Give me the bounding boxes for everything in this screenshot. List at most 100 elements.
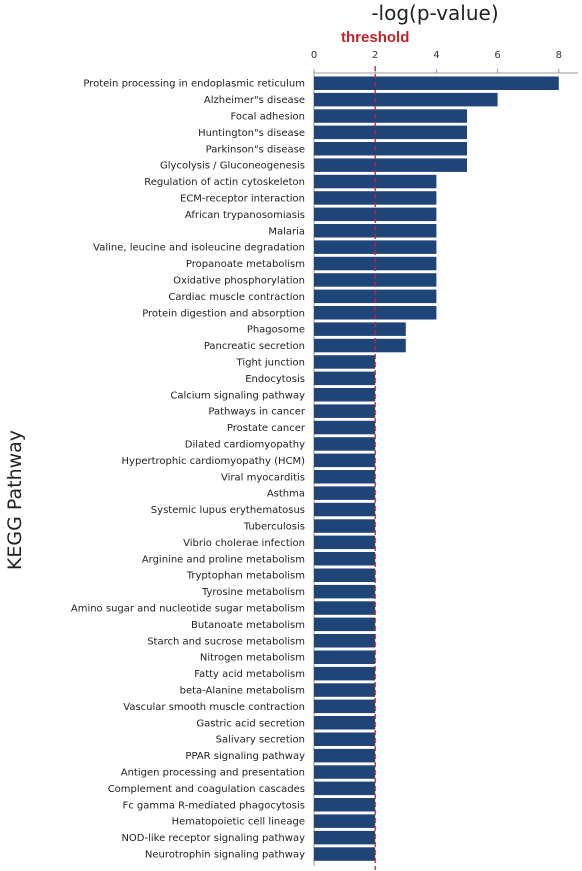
category-label: Calcium signaling pathway xyxy=(170,390,305,401)
category-label: Focal adhesion xyxy=(230,112,305,123)
bar xyxy=(314,371,376,386)
bar xyxy=(314,388,376,402)
bar xyxy=(314,617,376,632)
category-label: Amino sugar and nucleotide sugar metabol… xyxy=(71,604,305,615)
bar xyxy=(314,142,467,156)
category-label: Dilated cardiomyopathy xyxy=(185,440,305,451)
bar xyxy=(314,437,376,451)
category-label: Antigen processing and presentation xyxy=(121,768,305,779)
category-label: Hypertrophic cardiomyopathy (HCM) xyxy=(122,456,306,467)
category-label: Salivary secretion xyxy=(216,735,305,746)
category-label: Viral myocarditis xyxy=(221,472,305,483)
y-axis-title: KEGG Pathway xyxy=(4,430,26,570)
category-label: Hematopoietic cell lineage xyxy=(172,817,305,828)
category-label: Parkinson"s disease xyxy=(206,144,305,155)
category-label: Pathways in cancer xyxy=(208,407,305,418)
bar xyxy=(314,486,376,500)
category-label: Malaria xyxy=(268,226,305,237)
category-label: Tyrosine metabolism xyxy=(201,587,305,598)
bar xyxy=(314,552,376,566)
category-label: Regulation of actin cytoskeleton xyxy=(144,177,305,188)
bar xyxy=(314,306,437,320)
bar xyxy=(314,535,376,550)
bar xyxy=(314,666,376,681)
x-tick-label: 4 xyxy=(433,50,439,61)
bar xyxy=(314,502,376,517)
bar xyxy=(314,125,467,140)
bar xyxy=(314,322,406,336)
category-label: Starch and sucrose metabolism xyxy=(147,636,305,647)
bar xyxy=(314,683,376,697)
bar xyxy=(314,109,467,123)
bar xyxy=(314,601,376,615)
bar xyxy=(314,289,437,304)
x-tick-label: 8 xyxy=(556,50,562,61)
bars-group xyxy=(314,76,559,861)
bar xyxy=(314,732,376,746)
category-label: Neurotrophin signaling pathway xyxy=(145,850,305,861)
category-label: Cardiac muscle contraction xyxy=(168,292,305,303)
category-label: Complement and coagulation cascades xyxy=(108,784,305,795)
category-label: ECM-receptor interaction xyxy=(180,194,305,205)
bar xyxy=(314,355,376,369)
bar xyxy=(314,453,376,468)
category-label: NOD-like receptor signaling pathway xyxy=(121,833,305,844)
category-label: Fc gamma R-mediated phagocytosis xyxy=(122,800,305,811)
category-label: Propanoate metabolism xyxy=(186,259,305,270)
bar xyxy=(314,338,406,353)
x-tick-label: 6 xyxy=(494,50,500,61)
category-label: beta-Alanine metabolism xyxy=(180,686,305,697)
bar xyxy=(314,716,376,730)
bar xyxy=(314,256,437,271)
category-label: Fatty acid metabolism xyxy=(194,669,305,680)
category-label: Oxidative phosphorylation xyxy=(173,276,305,287)
category-label: Vascular smooth muscle contraction xyxy=(123,702,305,713)
bar xyxy=(314,158,467,172)
category-label: Vibrio cholerae infection xyxy=(183,538,305,549)
category-label: Pancreatic secretion xyxy=(204,341,305,352)
category-label: African trypanosomiasis xyxy=(185,210,305,221)
bar xyxy=(314,765,376,779)
bar xyxy=(314,76,559,90)
x-tick-label: 2 xyxy=(372,50,378,61)
category-label: Protein digestion and absorption xyxy=(142,308,305,319)
bar xyxy=(314,568,376,582)
category-label: Phagosome xyxy=(247,325,305,336)
category-label: Gastric acid secretion xyxy=(196,718,305,729)
bar xyxy=(314,650,376,664)
category-label: Alzheimer"s disease xyxy=(204,95,305,106)
category-label: Prostate cancer xyxy=(227,423,306,434)
bar xyxy=(314,699,376,714)
x-tick-label: 0 xyxy=(311,50,317,61)
bar xyxy=(314,273,437,287)
threshold-label: threshold xyxy=(341,29,409,46)
category-label: Huntington"s disease xyxy=(198,128,305,139)
bar xyxy=(314,634,376,648)
x-axis-ticks: 0 2 4 6 8 xyxy=(311,50,562,73)
bar xyxy=(314,519,376,533)
category-label: Asthma xyxy=(267,489,305,500)
category-label: Nitrogen metabolism xyxy=(200,653,305,664)
category-label: Tuberculosis xyxy=(243,522,305,533)
bar xyxy=(314,240,437,254)
category-label: Butanoate metabolism xyxy=(191,620,305,631)
bar xyxy=(314,830,376,845)
category-labels: Protein processing in endoplasmic reticu… xyxy=(71,79,306,861)
bar xyxy=(314,798,376,812)
category-label: Valine, leucine and isoleucine degradati… xyxy=(93,243,305,254)
bar xyxy=(314,748,376,763)
category-label: Arginine and proline metabolism xyxy=(142,554,305,565)
category-label: Tight junction xyxy=(236,358,305,369)
category-label: Tryptophan metabolism xyxy=(186,571,305,582)
category-label: Endocytosis xyxy=(245,374,305,385)
category-label: PPAR signaling pathway xyxy=(185,751,305,762)
bar xyxy=(314,781,376,796)
category-label: Systemic lupus erythematosus xyxy=(151,505,305,516)
bar xyxy=(314,404,376,418)
bar xyxy=(314,92,498,107)
category-label: Glycolysis / Gluconeogenesis xyxy=(160,161,305,172)
bar xyxy=(314,584,376,599)
bar xyxy=(314,847,376,861)
x-axis-title: -log(p-value) xyxy=(371,1,498,25)
